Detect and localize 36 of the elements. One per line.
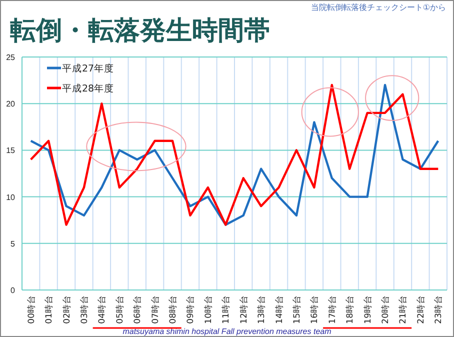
legend-label: 平成28年度 (62, 82, 114, 94)
x-tick-label: 17時台 (326, 295, 338, 324)
x-tick-label: 22時台 (415, 295, 426, 324)
x-tick-label: 20時台 (380, 295, 392, 324)
legend-label: 平成27年度 (62, 62, 114, 74)
y-tick-label: 5 (10, 239, 16, 248)
x-tick-label: 14時台 (274, 295, 285, 324)
x-tick-label: 23時台 (433, 295, 444, 324)
chart-title: 転倒・転落発生時間帯 (10, 16, 270, 46)
x-tick-label: 13時台 (256, 295, 268, 324)
x-tick-label: 10時台 (202, 295, 214, 324)
x-tick-label: 01時台 (44, 295, 55, 324)
x-tick-label: 04時台 (96, 295, 108, 324)
y-tick-label: 20 (6, 100, 16, 109)
x-tick-label: 07時台 (150, 295, 161, 324)
line-series (30, 84, 440, 226)
y-tick-label: 0 (10, 286, 16, 295)
x-tick-label: 08時台 (168, 295, 179, 324)
y-tick-label: 15 (6, 146, 16, 156)
x-tick-label: 03時台 (78, 295, 90, 324)
x-tick-label: 09時台 (185, 295, 196, 324)
text: 当院転倒転落後チェックシート①から (310, 3, 446, 12)
x-tick-label: 00時台 (26, 295, 37, 324)
x-tick-label: 21時台 (398, 295, 409, 324)
x-tick-label: 18時台 (344, 295, 356, 324)
x-tick-label: 19時台 (362, 295, 374, 324)
y-tick-label: 25 (6, 53, 16, 62)
x-tick-label: 11時台 (220, 295, 232, 324)
text: matsuyama shimin hospital Fall prevention measures team (122, 327, 332, 336)
y-tick-label: 10 (6, 192, 16, 202)
x-tick-label: 06時台 (132, 295, 144, 324)
x-tick-label: 16時台 (309, 295, 320, 324)
x-tick-label: 12時台 (238, 295, 250, 324)
x-tick-label: 02時台 (61, 295, 72, 324)
x-tick-label: 05時台 (114, 295, 126, 324)
x-tick-label: 15時台 (291, 295, 302, 324)
